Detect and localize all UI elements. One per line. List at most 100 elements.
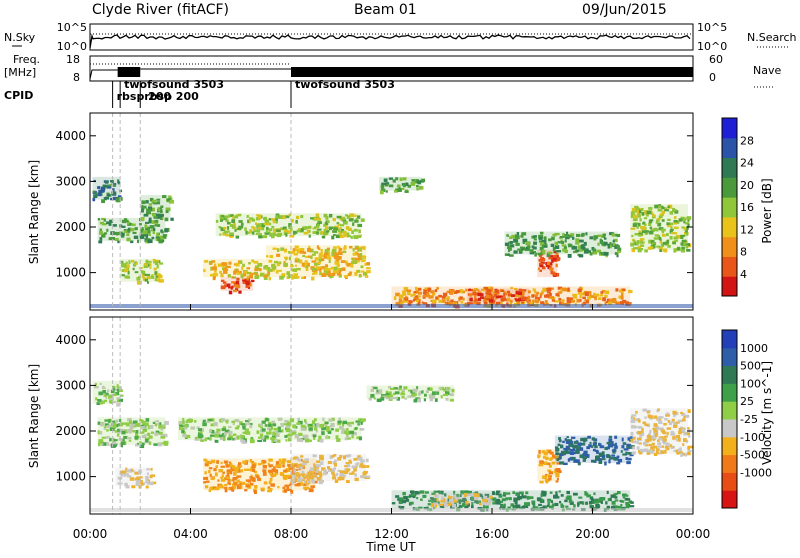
velocity-cell bbox=[254, 490, 257, 494]
power-region bbox=[98, 218, 166, 241]
power-region bbox=[216, 213, 362, 236]
nsearch-label: N.Search bbox=[747, 31, 797, 44]
cpid-label: CPID bbox=[4, 89, 33, 102]
power-cell bbox=[229, 291, 232, 295]
velocity-colorbar-label: Velocity [m s^-1] bbox=[760, 361, 774, 465]
colorbar-swatch bbox=[722, 197, 737, 217]
colorbar-swatch bbox=[722, 401, 737, 419]
power-region bbox=[379, 177, 422, 191]
power-cell bbox=[149, 218, 152, 222]
velocity-cell bbox=[450, 399, 454, 402]
colorbar-tick-label: 20 bbox=[740, 179, 754, 192]
velocity-region bbox=[537, 449, 557, 481]
power-cell bbox=[361, 218, 365, 222]
colorbar-tick-label: 8 bbox=[740, 246, 747, 259]
power-cell bbox=[117, 241, 119, 244]
velocity-cell bbox=[366, 465, 369, 468]
x-tick-label: 00:00 bbox=[73, 527, 108, 541]
power-cell bbox=[165, 218, 169, 222]
velocity-cell bbox=[452, 504, 457, 508]
velocity-cell bbox=[215, 440, 219, 443]
colorbar-swatch bbox=[722, 383, 737, 401]
power-colorbar: 481216202428 bbox=[722, 118, 754, 297]
velocity-cell bbox=[439, 504, 443, 506]
velocity-region bbox=[98, 417, 166, 444]
nsky-label: N.Sky bbox=[4, 31, 36, 44]
velocity-cell bbox=[630, 501, 634, 504]
colorbar-tick-label: 1000 bbox=[740, 342, 768, 355]
power-region bbox=[266, 245, 367, 277]
x-tick-label: 04:00 bbox=[173, 527, 208, 541]
power-region bbox=[221, 277, 254, 291]
x-tick-label: 12:00 bbox=[374, 527, 409, 541]
power-cell bbox=[568, 254, 572, 258]
power-cell bbox=[366, 267, 371, 269]
y-tick-label: 2000 bbox=[55, 424, 86, 438]
colorbar-swatch bbox=[722, 158, 737, 178]
power-cell bbox=[405, 191, 409, 193]
power-cell bbox=[351, 236, 353, 239]
colorbar-swatch bbox=[722, 419, 737, 437]
power-cell bbox=[386, 190, 388, 192]
y-tick-label: 2000 bbox=[55, 220, 86, 234]
freq-trace bbox=[90, 64, 693, 79]
power-cell bbox=[170, 218, 173, 221]
power-cell bbox=[366, 270, 371, 273]
x-tick-label: 16:00 bbox=[475, 527, 510, 541]
velocity-cell bbox=[688, 409, 691, 413]
power-cell bbox=[617, 251, 621, 254]
freq-label: Freq. bbox=[13, 53, 40, 66]
power-cell bbox=[534, 254, 537, 256]
y-tick-label: 4000 bbox=[55, 129, 86, 143]
velocity-cell bbox=[131, 485, 135, 488]
freq-unit: [MHz] bbox=[4, 66, 36, 79]
velocity-cell bbox=[250, 440, 255, 444]
velocity-cell bbox=[688, 450, 692, 452]
colorbar-swatch bbox=[722, 138, 737, 158]
freq-tick-top: 18 bbox=[66, 53, 80, 66]
velocity-cell bbox=[688, 435, 691, 437]
colorbar-swatch bbox=[722, 366, 737, 384]
power-cell bbox=[238, 291, 241, 294]
power-cell bbox=[380, 190, 384, 194]
power-heatmap bbox=[90, 113, 693, 310]
colorbar-swatch bbox=[722, 472, 737, 490]
rti-figure: Clyde River (fitACF) Beam 01 09/Jun/2015… bbox=[0, 0, 800, 554]
power-cell bbox=[579, 254, 583, 257]
power-region bbox=[630, 204, 688, 250]
colorbar-tick-label: -25 bbox=[740, 413, 758, 426]
colorbar-swatch bbox=[722, 237, 737, 257]
nave-tick-top: 60 bbox=[709, 53, 723, 66]
x-tick-label: 00:00 bbox=[676, 527, 711, 541]
colorbar-swatch bbox=[722, 217, 737, 237]
nsky-tick-bottom: 10^0 bbox=[57, 40, 87, 53]
colorbar-tick-label: 28 bbox=[740, 134, 754, 147]
power-cell bbox=[681, 250, 685, 253]
power-cell bbox=[366, 262, 370, 265]
nsearch-tick-bottom: 10^0 bbox=[697, 40, 727, 53]
nave-label: Nave bbox=[753, 64, 781, 77]
x-tick-label: 20:00 bbox=[575, 527, 610, 541]
velocity-region bbox=[630, 408, 688, 454]
colorbar-tick-label: -1000 bbox=[740, 466, 772, 479]
time-axis-label: Time UT bbox=[365, 540, 416, 554]
colorbar-swatch bbox=[722, 348, 737, 366]
station-title: Clyde River (fitACF) bbox=[92, 2, 229, 18]
x-tick-label: 08:00 bbox=[274, 527, 309, 541]
colorbar-swatch bbox=[722, 177, 737, 197]
power-panel-frame bbox=[90, 113, 693, 310]
y-tick-label: 1000 bbox=[55, 266, 86, 280]
colorbar-swatch bbox=[722, 455, 737, 473]
power-region bbox=[140, 195, 170, 218]
cpid-segment-label: twofsound 3503 bbox=[295, 78, 395, 91]
power-cell bbox=[421, 179, 425, 183]
velocity-heatmap bbox=[90, 317, 693, 514]
power-cell bbox=[331, 236, 334, 240]
velocity-cell bbox=[312, 481, 314, 484]
colorbar-swatch bbox=[722, 490, 737, 508]
power-cell bbox=[469, 302, 473, 304]
power-cell bbox=[101, 199, 105, 203]
velocity-cell bbox=[146, 486, 149, 489]
colorbar-tick-label: 4 bbox=[740, 268, 747, 281]
velocity-cell bbox=[257, 440, 262, 442]
